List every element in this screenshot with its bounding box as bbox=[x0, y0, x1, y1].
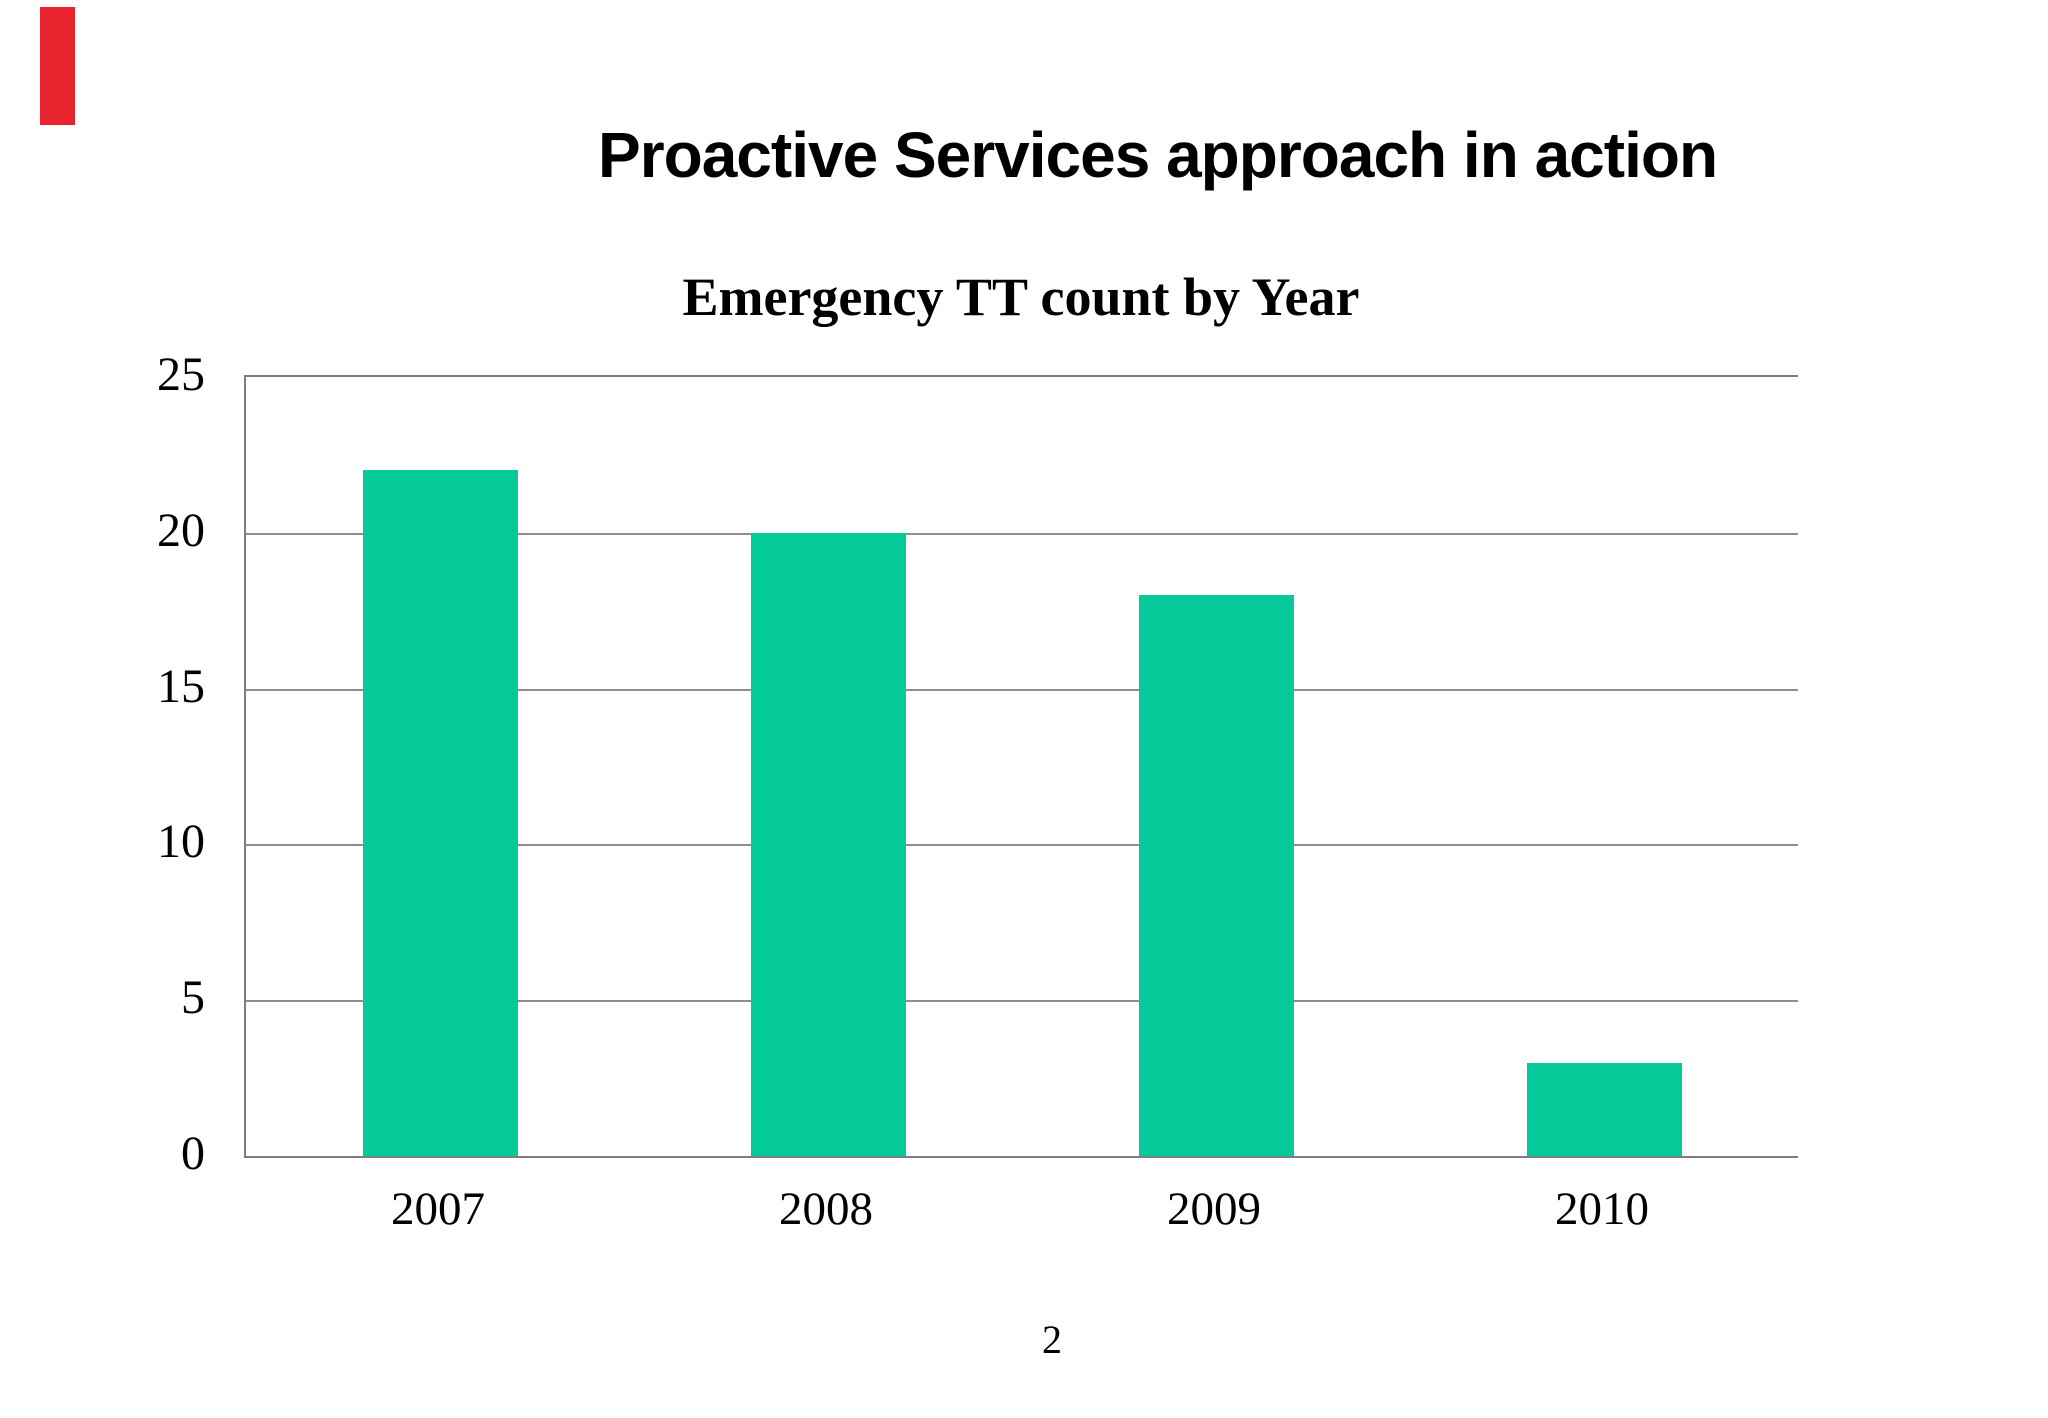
bar-2010 bbox=[1526, 1062, 1682, 1156]
x-tick-label-2010: 2010 bbox=[1555, 1183, 1649, 1235]
y-tick-label-15: 15 bbox=[157, 659, 205, 713]
bar-2008 bbox=[750, 532, 906, 1156]
x-tick-label-2007: 2007 bbox=[391, 1183, 485, 1235]
gridline-y-5 bbox=[246, 1000, 1798, 1003]
gridline-y-20 bbox=[246, 532, 1798, 535]
x-tick-label-2009: 2009 bbox=[1167, 1183, 1261, 1235]
chart-title: Emergency TT count by Year bbox=[682, 267, 1360, 327]
y-tick-label-0: 0 bbox=[181, 1127, 205, 1180]
slide-title: Proactive Services approach in action bbox=[598, 119, 1718, 191]
gridline-y-15 bbox=[246, 688, 1798, 691]
page-number: 2 bbox=[1042, 1317, 1062, 1362]
y-tick-label-25: 25 bbox=[157, 348, 205, 401]
bar-2007 bbox=[362, 470, 518, 1156]
red-accent-bar bbox=[40, 7, 75, 125]
chart-plot-area bbox=[244, 375, 1798, 1158]
y-tick-label-10: 10 bbox=[157, 815, 205, 869]
y-tick-label-5: 5 bbox=[181, 971, 205, 1025]
bar-2009 bbox=[1138, 595, 1294, 1156]
y-tick-label-20: 20 bbox=[157, 503, 205, 557]
gridline-y-10 bbox=[246, 844, 1798, 847]
x-tick-label-2008: 2008 bbox=[779, 1183, 873, 1235]
